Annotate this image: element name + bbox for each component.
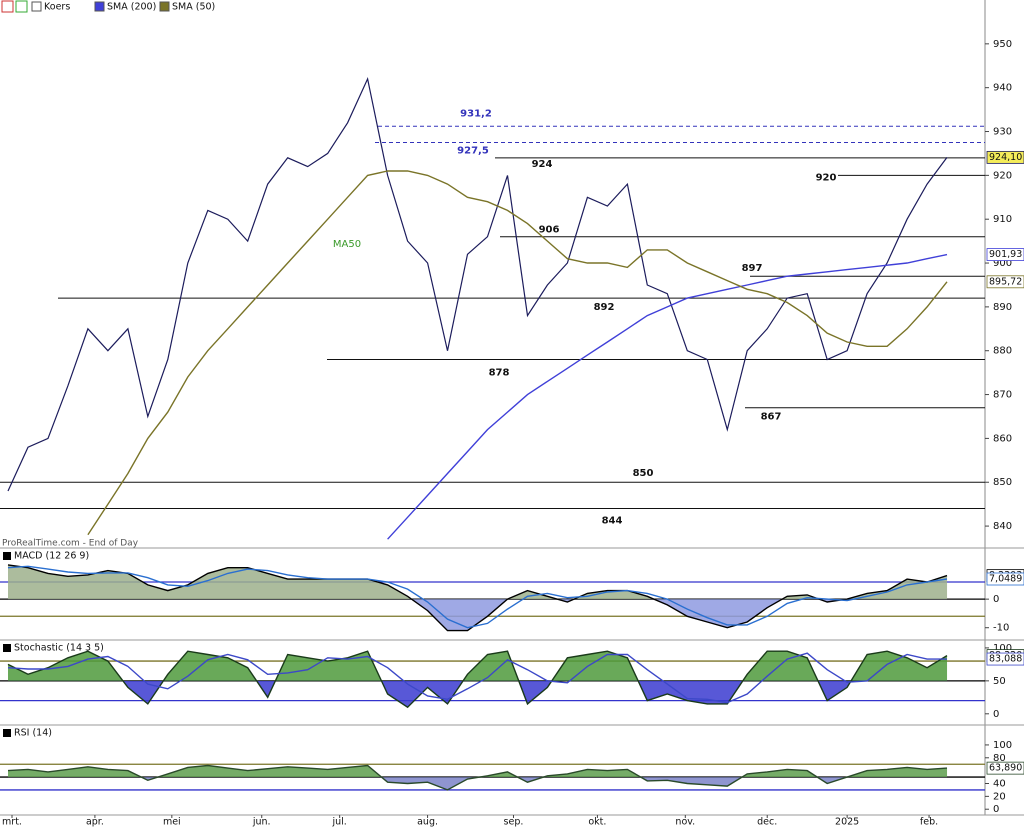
y-tick-label: 940	[993, 83, 1012, 94]
value-label: 924,10	[989, 152, 1022, 163]
x-tick-label: jun.	[252, 817, 271, 828]
x-tick-label: nov.	[675, 817, 695, 828]
panel-swatch	[3, 644, 11, 652]
area-fill	[7, 564, 948, 600]
level-label: 924	[532, 159, 553, 170]
x-tick-label: aug.	[417, 817, 438, 828]
series-line	[7, 76, 948, 492]
level-label: 867	[761, 412, 782, 423]
legend-swatch	[31, 1, 42, 12]
tool-icon	[1, 0, 14, 13]
panel-title: Stochastic (14 3 5)	[14, 643, 104, 654]
level-label: 906	[539, 225, 560, 236]
y-tick-label: 100	[993, 643, 1012, 654]
value-badge	[986, 652, 1024, 666]
value-badge	[986, 572, 1024, 586]
y-tick-label: 930	[993, 127, 1012, 138]
y-tick-label: 20	[993, 791, 1006, 802]
panel-title: RSI (14)	[14, 728, 52, 739]
x-tick-label: sep.	[504, 817, 524, 828]
level-label: 927,5	[457, 145, 489, 156]
source-note: ProRealTime.com - End of Day	[2, 539, 139, 549]
series-line	[387, 253, 948, 540]
series-line	[7, 652, 947, 704]
level-label: 878	[489, 367, 510, 378]
value-badge	[986, 275, 1024, 289]
value-badge	[986, 248, 1024, 261]
value-label: 7,0489	[989, 574, 1022, 585]
y-tick-label: 80	[993, 753, 1006, 764]
level-label: 897	[742, 263, 763, 274]
x-tick-label: 2025	[835, 817, 859, 828]
y-tick-label: 0	[993, 709, 999, 720]
value-label: 83,088	[989, 654, 1022, 665]
legend-swatch	[94, 1, 105, 12]
level-label: 892	[594, 302, 615, 313]
y-tick-label: 0	[993, 804, 999, 815]
x-tick-label: jul.	[331, 817, 346, 828]
tool-icon	[15, 0, 28, 13]
y-tick-label: 860	[993, 433, 1012, 444]
value-badge	[986, 761, 1024, 775]
legend-label: SMA (50)	[172, 2, 215, 13]
series-line	[7, 564, 948, 632]
y-tick-label: 910	[993, 214, 1012, 225]
series-line	[87, 170, 948, 536]
legend-label: Koers	[44, 2, 70, 13]
area-fill	[7, 777, 948, 790]
y-tick-label: 50	[993, 676, 1006, 687]
y-tick-label: 850	[993, 477, 1012, 488]
area-fill	[7, 651, 948, 681]
value-badge	[986, 150, 1024, 164]
x-tick-label: okt.	[588, 817, 606, 828]
legend-swatch	[159, 1, 170, 12]
y-tick-label: 100	[993, 740, 1012, 751]
y-tick-label: 880	[993, 346, 1012, 357]
y-tick-label: -10	[993, 623, 1009, 634]
value-label: 901,93	[989, 249, 1022, 260]
y-tick-label: 0	[993, 594, 999, 605]
level-label: 850	[633, 468, 654, 479]
area-fill	[7, 765, 948, 778]
series-line	[7, 565, 948, 629]
series-line	[7, 650, 948, 709]
series-line	[7, 764, 948, 791]
y-tick-label: 890	[993, 302, 1012, 313]
panel-swatch	[3, 552, 11, 560]
panel-swatch	[3, 729, 11, 737]
x-tick-label: mrt.	[2, 817, 22, 828]
legend-label: SMA (200)	[107, 2, 156, 13]
level-label: 920	[816, 172, 837, 183]
x-tick-label: apr.	[86, 817, 104, 828]
value-label: 63,890	[989, 763, 1022, 774]
y-tick-label: 900	[993, 258, 1012, 269]
value-label: 895,72	[989, 276, 1022, 287]
y-tick-label: 840	[993, 521, 1012, 532]
y-tick-label: 40	[993, 779, 1006, 790]
x-tick-label: feb.	[920, 817, 938, 828]
y-tick-label: 870	[993, 390, 1012, 401]
x-tick-label: mei	[163, 817, 181, 828]
level-label: 931,2	[460, 108, 492, 119]
x-tick-label: dec.	[757, 817, 777, 828]
level-label: 844	[602, 516, 623, 527]
panel-title: MACD (12 26 9)	[14, 551, 89, 562]
y-tick-label: 920	[993, 170, 1012, 181]
y-tick-label: 950	[993, 39, 1012, 50]
annotation: MA50	[333, 239, 361, 250]
